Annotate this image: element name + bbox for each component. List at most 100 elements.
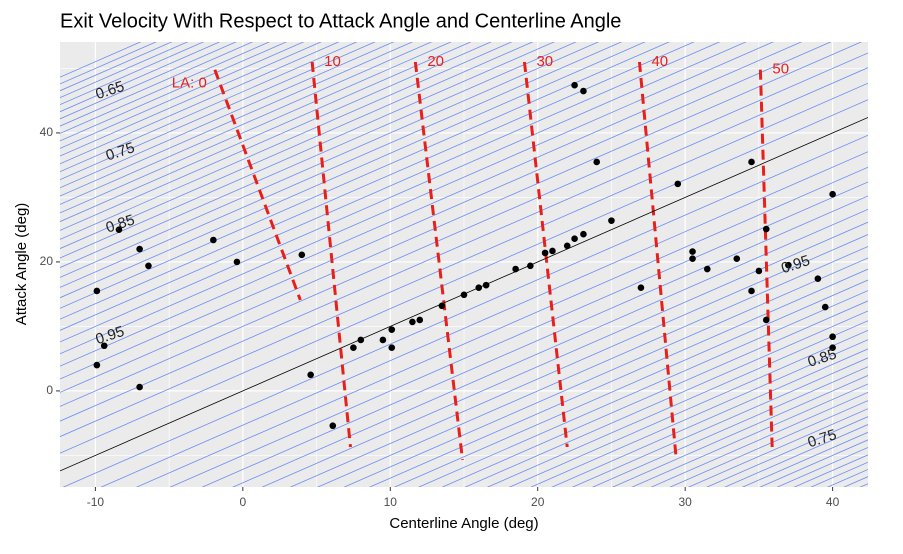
point	[379, 336, 387, 344]
contour-line	[60, 42, 577, 268]
contour-line	[60, 42, 472, 222]
x-tick-label: 20	[531, 495, 545, 509]
contour-line	[201, 195, 868, 487]
x-tick-label: 10	[384, 495, 398, 509]
contour-line	[60, 42, 863, 393]
contour-line	[135, 166, 868, 487]
contour-line	[60, 42, 513, 240]
contour-line	[706, 416, 868, 487]
point	[733, 255, 741, 262]
x-tick-label: 30	[678, 495, 692, 509]
la-line	[637, 61, 678, 461]
contour-line	[60, 42, 221, 113]
x-tick-label: 0	[239, 495, 246, 509]
x-axis-title: Centerline Angle (deg)	[389, 515, 538, 532]
point	[674, 180, 682, 188]
point	[785, 261, 792, 269]
point	[115, 226, 123, 233]
contour-line	[60, 42, 803, 367]
point	[298, 251, 306, 259]
point	[541, 249, 549, 257]
contour-line	[60, 42, 305, 149]
point	[563, 242, 571, 250]
point	[512, 265, 519, 273]
point	[814, 275, 822, 282]
point	[388, 326, 396, 333]
contour-line	[508, 329, 868, 487]
contour-line	[60, 42, 452, 214]
point	[100, 342, 108, 350]
point	[357, 336, 365, 344]
la-line	[310, 61, 352, 448]
contour-line	[100, 151, 868, 487]
x-tick-label: 40	[826, 495, 840, 509]
contour-line	[60, 52, 868, 407]
la-label: LA: 0	[172, 75, 207, 92]
contour-line	[60, 42, 340, 165]
point	[475, 284, 483, 292]
contour-line	[417, 290, 868, 487]
contour-line	[60, 42, 747, 343]
contour-line	[60, 42, 414, 197]
contour-line	[60, 82, 868, 437]
point	[549, 247, 556, 255]
contour-line	[60, 42, 721, 331]
contour-line	[843, 476, 868, 487]
contour-line	[60, 42, 670, 309]
point	[307, 371, 314, 379]
point	[136, 245, 143, 253]
contour-line	[261, 221, 868, 487]
chart-title: Exit Velocity With Respect to Attack Ang…	[60, 10, 621, 32]
contour-line	[60, 42, 358, 173]
contour-line	[60, 42, 600, 278]
y-tick-label: 0	[46, 383, 53, 397]
contour-line	[60, 42, 205, 106]
contour-line	[60, 42, 646, 299]
contour-line	[60, 42, 433, 205]
point	[416, 316, 424, 324]
la-label: 10	[324, 53, 341, 70]
contour-line	[60, 42, 376, 181]
contour-line	[60, 42, 395, 189]
point	[829, 344, 836, 351]
la-label: 30	[536, 53, 553, 70]
point	[438, 302, 446, 310]
contour-line	[62, 134, 868, 487]
point	[145, 262, 152, 270]
point	[482, 281, 490, 289]
contour-line	[60, 42, 695, 320]
la-label: 20	[427, 53, 444, 70]
point	[350, 344, 357, 351]
contour-line	[169, 181, 868, 487]
contour-line	[571, 357, 868, 487]
contour-line	[530, 339, 868, 487]
contour-line	[60, 42, 322, 157]
contour-line	[60, 42, 288, 142]
la-label: 50	[772, 61, 789, 78]
contour-line	[724, 424, 868, 487]
x-tick-label: -10	[87, 495, 105, 509]
contour-line	[60, 67, 868, 422]
contours	[60, 42, 868, 487]
contour-line	[60, 42, 237, 120]
point	[762, 316, 770, 324]
contour-line	[486, 320, 868, 487]
contour-line	[60, 42, 832, 380]
point	[637, 284, 645, 292]
point	[460, 291, 468, 299]
contour-line	[60, 42, 623, 288]
contour-line	[60, 42, 774, 355]
contour-line	[551, 348, 868, 487]
contour-line	[343, 257, 868, 487]
point	[748, 287, 755, 295]
contour-line	[289, 234, 868, 487]
contour-line	[464, 310, 868, 487]
contour-line	[317, 246, 868, 487]
contour-line	[611, 375, 868, 487]
overlay	[60, 61, 868, 472]
la-label: 40	[651, 53, 668, 70]
contour-line	[60, 42, 555, 259]
point	[571, 235, 578, 243]
contour-line	[687, 408, 868, 487]
